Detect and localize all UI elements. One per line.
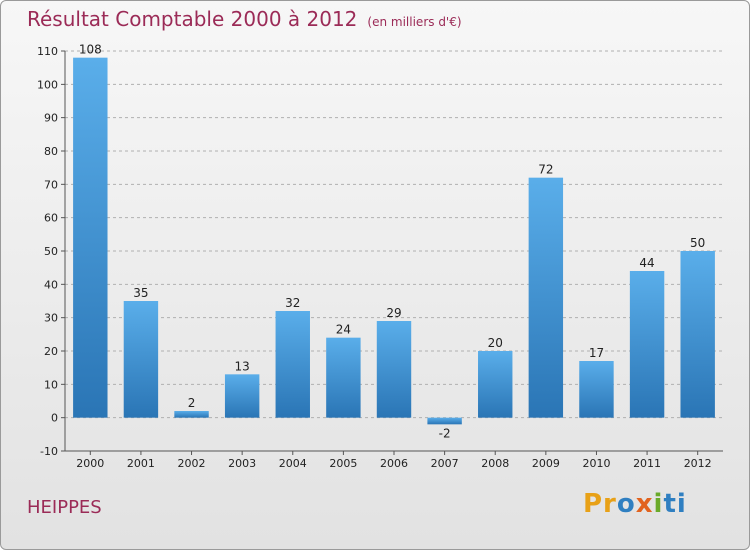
y-tick-label: 0 bbox=[51, 412, 58, 425]
y-tick-label: 40 bbox=[44, 278, 58, 291]
bar-2008 bbox=[478, 351, 513, 418]
x-tick-label-2006: 2006 bbox=[380, 457, 408, 470]
data-label-2002: 2 bbox=[188, 396, 196, 410]
bar-2006 bbox=[376, 321, 412, 418]
x-tick-label-2001: 2001 bbox=[127, 457, 155, 470]
y-tick-label: 80 bbox=[44, 145, 58, 158]
data-label-2010: 17 bbox=[589, 346, 604, 360]
data-label-2008: 20 bbox=[488, 336, 503, 350]
bar-2002 bbox=[174, 411, 209, 418]
logo-part-1: Pr bbox=[583, 489, 617, 519]
x-tick-label-2007: 2007 bbox=[431, 457, 459, 470]
data-label-2011: 44 bbox=[639, 256, 654, 270]
data-label-2000: 108 bbox=[79, 43, 102, 57]
proxiti-logo: Proxiti bbox=[583, 489, 687, 519]
x-tick-label-2002: 2002 bbox=[178, 457, 206, 470]
bar-2004 bbox=[275, 311, 310, 418]
x-tick-label-2010: 2010 bbox=[582, 457, 610, 470]
x-tick-label-2000: 2000 bbox=[76, 457, 104, 470]
bar-2000 bbox=[73, 57, 108, 418]
x-tick-label-2005: 2005 bbox=[329, 457, 357, 470]
y-tick-label: -10 bbox=[40, 445, 58, 458]
data-label-2004: 32 bbox=[285, 296, 300, 310]
y-tick-label: 10 bbox=[44, 378, 58, 391]
bar-2010 bbox=[579, 361, 614, 418]
chart-subtitle: (en milliers d'€) bbox=[367, 15, 462, 29]
x-tick-label-2003: 2003 bbox=[228, 457, 256, 470]
y-tick-label: 110 bbox=[37, 45, 58, 58]
chart-title: Résultat Comptable 2000 à 2012 (en millie… bbox=[27, 7, 462, 31]
commune-name: HEIPPES bbox=[27, 497, 102, 518]
bar-2003 bbox=[224, 374, 260, 418]
y-tick-label: 70 bbox=[44, 178, 58, 191]
data-label-2012: 50 bbox=[690, 236, 705, 250]
y-tick-label: 50 bbox=[44, 245, 58, 258]
data-label-2001: 35 bbox=[133, 286, 148, 300]
logo-part-3: x bbox=[635, 489, 654, 519]
x-tick-label-2008: 2008 bbox=[481, 457, 509, 470]
bar-2007 bbox=[427, 417, 462, 425]
x-tick-label-2011: 2011 bbox=[633, 457, 661, 470]
data-label-2007: -2 bbox=[439, 426, 451, 440]
logo-part-4: i bbox=[653, 489, 664, 519]
logo-part-2: o bbox=[616, 489, 636, 519]
y-tick-label: 60 bbox=[44, 212, 58, 225]
data-label-2005: 24 bbox=[336, 323, 351, 337]
y-tick-label: 30 bbox=[44, 312, 58, 325]
bar-2001 bbox=[123, 301, 159, 418]
x-tick-label-2004: 2004 bbox=[279, 457, 307, 470]
data-label-2006: 29 bbox=[386, 306, 401, 320]
logo-part-5: ti bbox=[663, 489, 687, 519]
y-tick-label: 100 bbox=[37, 78, 58, 91]
bar-2012 bbox=[680, 251, 715, 418]
y-tick-label: 90 bbox=[44, 112, 58, 125]
title-text: Résultat Comptable 2000 à 2012 bbox=[27, 7, 358, 31]
bar-2009 bbox=[528, 177, 564, 418]
x-tick-label-2012: 2012 bbox=[684, 457, 712, 470]
data-label-2003: 13 bbox=[235, 359, 250, 373]
x-tick-label-2009: 2009 bbox=[532, 457, 560, 470]
bar-2005 bbox=[326, 337, 361, 418]
bar-2011 bbox=[629, 271, 665, 418]
y-tick-label: 20 bbox=[44, 345, 58, 358]
data-label-2009: 72 bbox=[538, 163, 553, 177]
